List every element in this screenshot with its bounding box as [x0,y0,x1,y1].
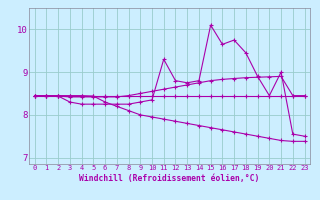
X-axis label: Windchill (Refroidissement éolien,°C): Windchill (Refroidissement éolien,°C) [79,174,260,183]
